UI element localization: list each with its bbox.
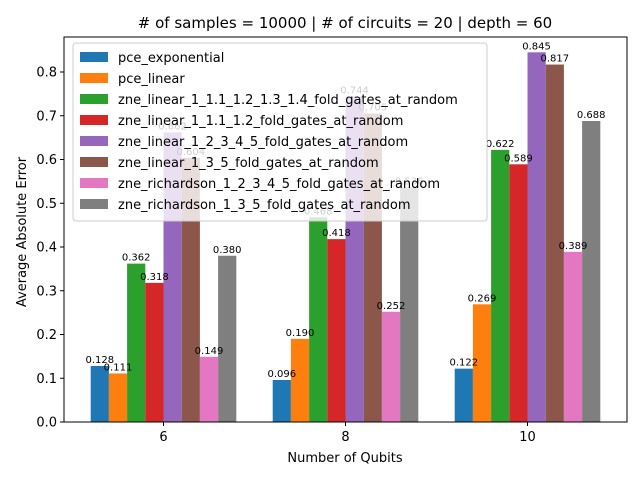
legend-swatch xyxy=(80,157,108,167)
data-label: 0.622 xyxy=(486,139,515,150)
legend-entry: pce_exponential xyxy=(118,51,224,66)
data-label: 0.817 xyxy=(540,54,569,65)
data-label: 0.269 xyxy=(468,293,497,304)
legend-entry: pce_linear xyxy=(118,72,185,87)
legend-swatch xyxy=(80,52,108,62)
y-tick-label: 0.4 xyxy=(36,241,57,256)
legend-swatch xyxy=(80,178,108,188)
bar-zne_linear_1_2_3_4_5_fold_gates_at_random-10 xyxy=(527,52,546,422)
bar-zne_linear_1_1.1_1.2_fold_gates_at_random-10 xyxy=(509,164,528,422)
bar-zne_richardson_1_3_5_fold_gates_at_random-10 xyxy=(582,121,601,422)
x-tick-label: 6 xyxy=(159,430,167,445)
data-label: 0.389 xyxy=(559,241,588,252)
bar-pce_linear-10 xyxy=(472,304,492,422)
bar-zne_richardson_1_3_5_fold_gates_at_random-8 xyxy=(400,187,419,422)
legend-swatch xyxy=(80,115,108,125)
legend-entry: zne_richardson_1_2_3_4_5_fold_gates_at_r… xyxy=(118,177,440,192)
legend-entry: zne_linear_1_3_5_fold_gates_at_random xyxy=(118,156,379,171)
data-label: 0.380 xyxy=(213,245,242,256)
y-axis-label: Average Absolute Error xyxy=(15,156,30,307)
legend-entry: zne_linear_1_1.1_1.2_fold_gates_at_rando… xyxy=(118,114,403,129)
bar-zne_linear_1_1.1_1.2_fold_gates_at_random-6 xyxy=(145,282,164,422)
legend-entry: zne_linear_1_2_3_4_5_fold_gates_at_rando… xyxy=(118,135,408,150)
legend-swatch xyxy=(80,73,108,83)
data-label: 0.418 xyxy=(322,228,351,239)
legend-entry: zne_linear_1_1.1_1.2_1.3_1.4_fold_gates_… xyxy=(118,93,458,108)
legend: pce_exponential pce_linear zne_linear_1_1.… xyxy=(72,42,488,222)
data-label: 0.318 xyxy=(140,272,169,283)
bar-pce_linear-6 xyxy=(108,373,128,422)
bar-pce_exponential-10 xyxy=(454,368,473,422)
bar-pce_exponential-6 xyxy=(90,366,109,422)
data-label: 0.589 xyxy=(504,153,533,164)
y-tick-label: 0.8 xyxy=(36,66,57,81)
legend-entry: zne_richardson_1_3_5_fold_gates_at_rando… xyxy=(118,198,410,213)
y-tick-label: 0.7 xyxy=(36,109,57,124)
data-label: 0.122 xyxy=(449,358,478,369)
bar-zne_linear_1_1.1_1.2_fold_gates_at_random-8 xyxy=(327,239,346,422)
bar-zne_linear_1_3_5_fold_gates_at_random-10 xyxy=(545,64,564,422)
data-label: 0.688 xyxy=(577,110,606,121)
legend-swatch xyxy=(80,136,108,146)
bar-zne_linear_1_1.1_1.2_1.3_1.4_fold_gates_at_random-10 xyxy=(491,149,510,422)
data-label: 0.111 xyxy=(104,362,133,373)
data-label: 0.252 xyxy=(377,301,406,312)
data-label: 0.096 xyxy=(267,369,296,380)
chart-title: # of samples = 10000 | # of circuits = 2… xyxy=(138,14,552,32)
y-tick-label: 0.0 xyxy=(36,416,57,431)
legend-box xyxy=(72,42,488,222)
y-tick-label: 0.6 xyxy=(36,153,57,168)
axes-layer: 0.0 0.1 0.2 0.3 0.4 0.5 0.6 0.7 0.8 6 8 10 xyxy=(36,36,628,445)
data-label: 0.190 xyxy=(286,328,315,339)
bar-pce_exponential-8 xyxy=(272,380,291,422)
y-tick-label: 0.1 xyxy=(36,372,57,387)
data-label: 0.845 xyxy=(522,41,551,52)
data-label: 0.362 xyxy=(122,253,151,264)
legend-swatch xyxy=(80,199,108,209)
y-tick-label: 0.3 xyxy=(36,284,57,299)
x-tick-label: 10 xyxy=(519,430,536,445)
bar-zne_linear_1_1.1_1.2_1.3_1.4_fold_gates_at_random-6 xyxy=(127,263,146,422)
legend-swatch xyxy=(80,94,108,104)
x-axis-label: Number of Qubits xyxy=(287,451,402,466)
bar-zne_richardson_1_2_3_4_5_fold_gates_at_random-10 xyxy=(563,251,583,422)
bar-zne_richardson_1_2_3_4_5_fold_gates_at_random-6 xyxy=(199,356,219,422)
data-label: 0.128 xyxy=(85,355,114,366)
x-tick-label: 8 xyxy=(341,430,349,445)
bars-layer xyxy=(90,52,601,422)
bar-zne_linear_1_3_5_fold_gates_at_random-6 xyxy=(181,157,200,422)
y-tick-label: 0.2 xyxy=(36,328,57,343)
bar-zne_richardson_1_2_3_4_5_fold_gates_at_random-8 xyxy=(381,311,401,422)
bar-pce_linear-8 xyxy=(290,338,310,422)
bar-zne_richardson_1_3_5_fold_gates_at_random-6 xyxy=(218,255,237,422)
y-tick-label: 0.5 xyxy=(36,197,57,212)
data-label: 0.149 xyxy=(195,346,224,357)
bar-zne_linear_1_1.1_1.2_1.3_1.4_fold_gates_at_random-8 xyxy=(309,217,328,422)
